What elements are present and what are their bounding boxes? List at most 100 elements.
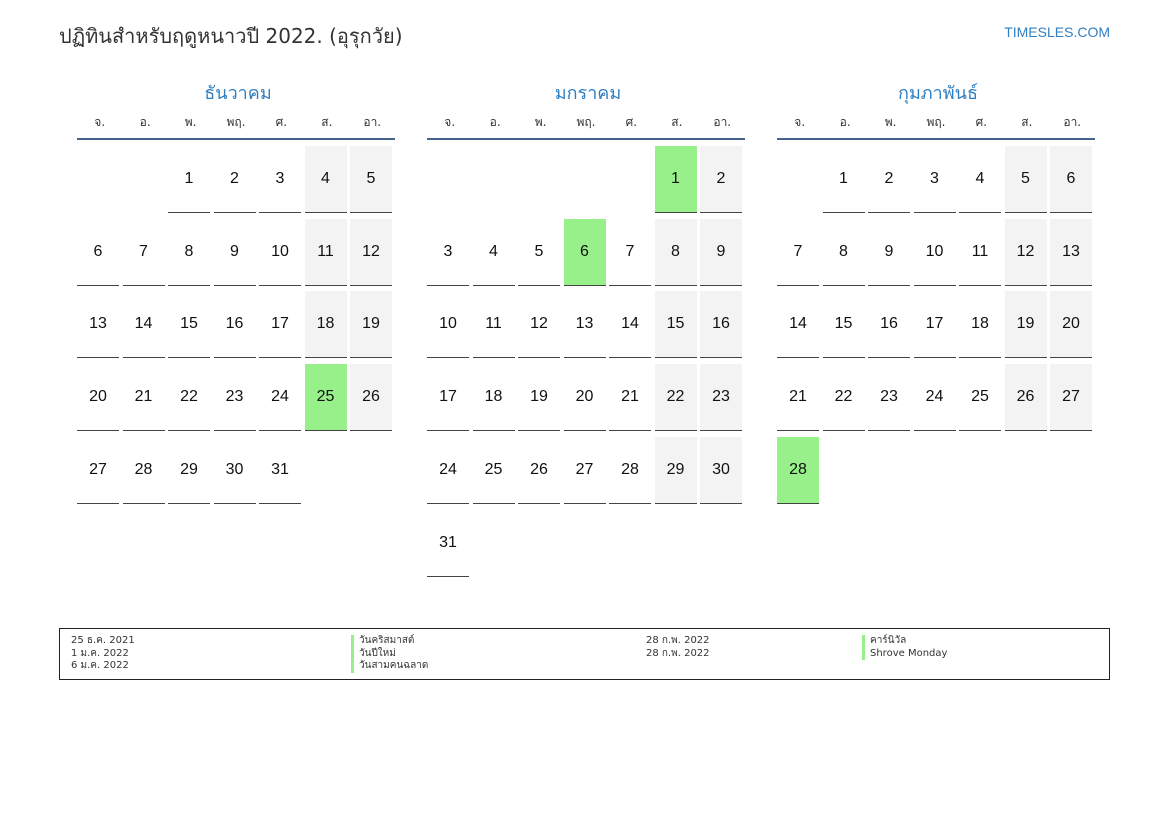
day-cell[interactable]: 9 (213, 219, 256, 286)
day-cell[interactable]: 3 (913, 146, 956, 213)
legend-left-names: วันคริสมาสต์ วันปีใหม่ วันสามคนฉลาด (351, 635, 428, 673)
day-cell[interactable]: 3 (427, 219, 469, 286)
holiday-day-cell[interactable]: 6 (563, 218, 606, 286)
day-cell[interactable]: 23 (213, 364, 256, 432)
day-cell[interactable]: 27 (563, 437, 606, 504)
day-cell[interactable]: 12 (518, 291, 560, 359)
day-cell[interactable]: 1 (168, 146, 210, 213)
day-cell[interactable]: 7 (777, 219, 819, 286)
day-cell[interactable]: 2 (868, 146, 910, 213)
day-cell[interactable]: 25 (959, 364, 1001, 432)
weekday-label: ส. (321, 114, 333, 129)
day-cell[interactable]: 13 (1050, 218, 1092, 286)
day-cell[interactable]: 17 (259, 291, 301, 359)
day-cell[interactable]: 8 (822, 219, 865, 286)
day-cell[interactable]: 24 (913, 364, 956, 432)
day-cell[interactable]: 23 (868, 364, 910, 432)
day-cell[interactable]: 20 (563, 364, 606, 432)
day-cell[interactable]: 9 (700, 218, 742, 286)
day-cell[interactable]: 24 (259, 364, 301, 432)
day-cell[interactable]: 16 (213, 291, 256, 359)
day-cell[interactable]: 11 (304, 218, 347, 286)
day-cell[interactable]: 18 (959, 291, 1001, 359)
day-cell[interactable]: 5 (1004, 146, 1047, 213)
day-cell[interactable]: 15 (822, 291, 865, 359)
day-cell[interactable]: 24 (427, 437, 469, 504)
day-cell[interactable]: 23 (700, 364, 742, 432)
day-cell[interactable]: 26 (350, 364, 392, 432)
weekday-header: จ. อ. พ. พฤ. ศ. ส. อา. (427, 106, 745, 140)
day-cell[interactable]: 17 (913, 291, 956, 359)
weekday-label: ส. (671, 114, 683, 129)
day-cell[interactable]: 4 (304, 146, 347, 213)
day-cell[interactable]: 1 (822, 146, 865, 213)
day-cell[interactable]: 21 (777, 364, 819, 432)
day-cell[interactable]: 17 (427, 364, 469, 432)
legend-date: 28 ก.พ. 2022 (646, 635, 710, 646)
day-cell[interactable]: 14 (777, 291, 819, 359)
day-cell[interactable]: 20 (1050, 291, 1092, 359)
day-cell[interactable]: 7 (122, 219, 165, 286)
brand-link[interactable]: TIMESLES.COM (1004, 24, 1110, 40)
day-cell[interactable]: 12 (1004, 218, 1047, 286)
day-cell[interactable]: 29 (168, 437, 210, 504)
day-cell[interactable]: 31 (259, 437, 301, 504)
day-cell[interactable]: 6 (1050, 146, 1092, 213)
weekday-label: ศ. (975, 114, 988, 129)
day-cell[interactable]: 30 (700, 436, 742, 504)
day-cell[interactable]: 9 (868, 219, 910, 286)
day-cell[interactable]: 25 (472, 437, 515, 504)
day-cell[interactable]: 2 (213, 146, 256, 213)
day-cell[interactable]: 20 (77, 364, 119, 432)
day-cell[interactable]: 8 (168, 219, 210, 286)
day-cell[interactable]: 19 (350, 291, 392, 359)
day-cell[interactable]: 29 (654, 436, 697, 504)
day-cell[interactable]: 18 (472, 364, 515, 432)
day-cell[interactable]: 22 (654, 364, 697, 432)
day-cell[interactable]: 10 (427, 291, 469, 359)
day-cell[interactable]: 15 (654, 291, 697, 359)
day-cell[interactable]: 4 (472, 219, 515, 286)
day-cell[interactable]: 4 (959, 146, 1001, 213)
day-cell[interactable]: 12 (350, 218, 392, 286)
day-cell[interactable]: 2 (700, 146, 742, 213)
day-cell[interactable]: 21 (609, 364, 651, 432)
day-cell[interactable]: 22 (822, 364, 865, 432)
day-cell[interactable]: 3 (259, 146, 301, 213)
day-cell[interactable]: 28 (609, 437, 651, 504)
day-cell[interactable]: 22 (168, 364, 210, 432)
day-cell[interactable]: 13 (77, 291, 119, 359)
day-cell[interactable]: 21 (122, 364, 165, 432)
day-cell[interactable]: 19 (1004, 291, 1047, 359)
day-cell[interactable]: 28 (122, 437, 165, 504)
day-cell[interactable]: 10 (913, 219, 956, 286)
weekday-label: ศ. (275, 114, 288, 129)
holiday-legend: 25 ธ.ค. 2021 1 ม.ค. 2022 6 ม.ค. 2022 วันคร… (59, 628, 1110, 680)
day-cell[interactable]: 11 (472, 291, 515, 359)
day-cell[interactable]: 11 (959, 219, 1001, 286)
day-cell[interactable]: 19 (518, 364, 560, 432)
day-cell[interactable]: 31 (427, 510, 469, 577)
legend-left-dates: 25 ธ.ค. 2021 1 ม.ค. 2022 6 ม.ค. 2022 (71, 635, 135, 673)
day-cell[interactable]: 26 (518, 437, 560, 504)
day-cell[interactable]: 18 (304, 291, 347, 359)
holiday-day-cell[interactable]: 1 (654, 146, 697, 213)
day-cell[interactable]: 8 (654, 218, 697, 286)
day-cell[interactable]: 16 (700, 291, 742, 359)
day-cell[interactable]: 27 (1050, 364, 1092, 432)
day-cell[interactable]: 27 (77, 437, 119, 504)
day-cell[interactable]: 7 (609, 219, 651, 286)
holiday-day-cell[interactable]: 28 (777, 436, 819, 504)
day-cell[interactable]: 5 (350, 146, 392, 213)
day-cell[interactable]: 26 (1004, 364, 1047, 432)
day-cell[interactable]: 14 (122, 291, 165, 359)
day-cell[interactable]: 6 (77, 219, 119, 286)
day-cell[interactable]: 5 (518, 219, 560, 286)
day-cell[interactable]: 13 (563, 291, 606, 359)
day-cell[interactable]: 16 (868, 291, 910, 359)
day-cell[interactable]: 30 (213, 437, 256, 504)
holiday-day-cell[interactable]: 25 (304, 364, 347, 432)
day-cell[interactable]: 10 (259, 219, 301, 286)
day-cell[interactable]: 14 (609, 291, 651, 359)
day-cell[interactable]: 15 (168, 291, 210, 359)
